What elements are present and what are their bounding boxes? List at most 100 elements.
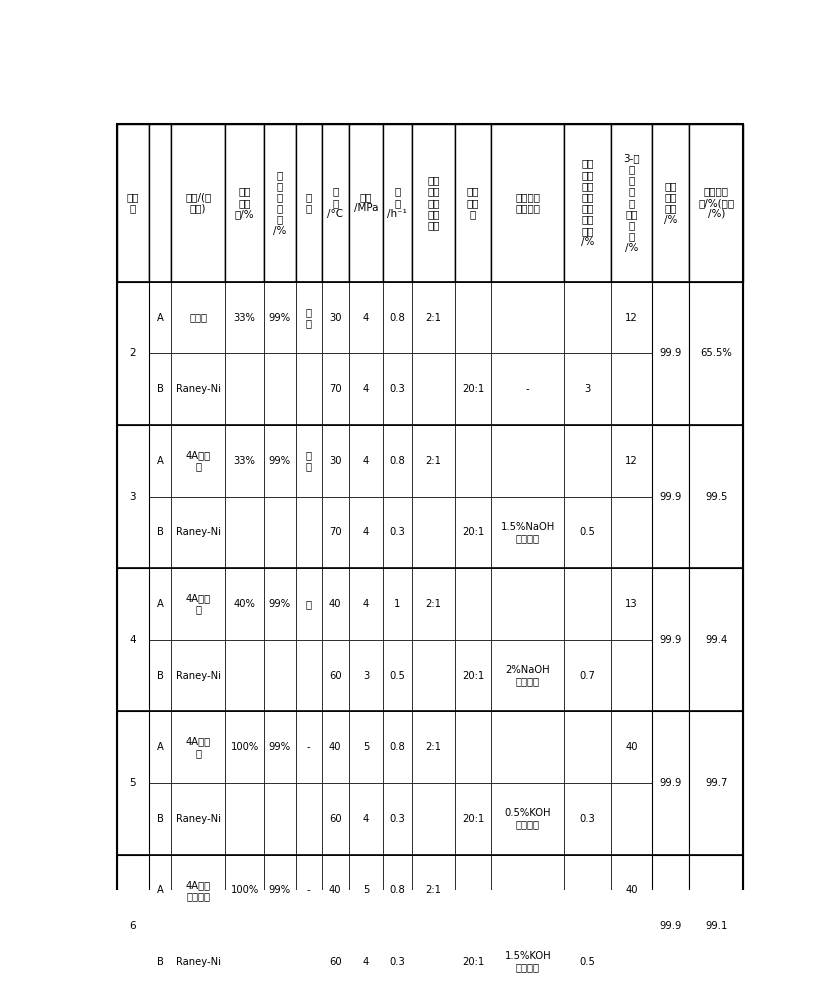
Text: -: - [307,885,310,895]
Text: 1.5%NaOH
乙醇溶液: 1.5%NaOH 乙醇溶液 [501,522,555,543]
Text: 99.7: 99.7 [706,778,727,788]
Bar [149,353,171,425]
Bar [171,783,225,855]
Bar [295,353,322,425]
Bar [412,282,455,353]
Text: 12: 12 [625,456,638,466]
Text: 33%: 33% [234,456,256,466]
Text: 99.5: 99.5 [706,492,727,502]
Bar [611,282,652,353]
Bar [295,282,322,353]
Bar [117,711,149,855]
Text: 20:1: 20:1 [462,671,484,681]
Text: 70: 70 [329,527,341,537]
Bar [295,124,322,282]
Bar [491,497,565,568]
Text: 0.3: 0.3 [389,814,405,824]
Bar [349,425,383,497]
Bar [295,711,322,783]
Bar [264,998,295,1000]
Text: 60: 60 [329,814,341,824]
Bar [117,998,149,1000]
Bar [349,353,383,425]
Bar [264,568,295,640]
Text: 2:1: 2:1 [425,742,441,752]
Bar [264,353,295,425]
Bar [225,353,264,425]
Bar [295,855,322,926]
Bar [322,998,349,1000]
Bar [295,425,322,497]
Bar [455,282,491,353]
Text: 4A分子
筛: 4A分子 筛 [185,737,211,758]
Bar [171,926,225,998]
Bar [565,926,611,998]
Bar [171,497,225,568]
Bar [652,282,690,425]
Bar [322,711,349,783]
Text: 0.8: 0.8 [389,742,405,752]
Bar [611,998,652,1000]
Text: 0.3: 0.3 [389,527,405,537]
Bar [491,282,565,353]
Text: 4: 4 [362,957,369,967]
Bar [611,711,652,783]
Text: 60: 60 [329,671,341,681]
Text: 4: 4 [362,527,369,537]
Bar [412,855,455,926]
Bar [149,855,171,926]
Bar [225,783,264,855]
Bar [225,640,264,711]
Bar [611,640,652,711]
Bar [383,711,412,783]
Text: 40: 40 [625,885,638,895]
Text: 2: 2 [129,348,136,358]
Bar [491,926,565,998]
Text: 4: 4 [362,814,369,824]
Bar [322,568,349,640]
Bar [322,926,349,998]
Text: 压力
/MPa: 压力 /MPa [354,192,378,213]
Bar [349,998,383,1000]
Bar [295,568,322,640]
Text: 4A分子
筛: 4A分子 筛 [185,593,211,615]
Text: 0.3: 0.3 [389,957,405,967]
Bar [383,124,412,282]
Text: 2:1: 2:1 [425,599,441,609]
Text: 5: 5 [362,885,369,895]
Bar [225,124,264,282]
Bar [383,855,412,926]
Text: 4A分子
筛石英砂: 4A分子 筛石英砂 [185,880,211,901]
Bar [491,711,565,783]
Bar [383,353,412,425]
Bar [149,282,171,353]
Bar [225,568,264,640]
Text: 99%: 99% [268,742,291,752]
Bar [412,640,455,711]
Bar [225,425,264,497]
Text: 99%: 99% [268,456,291,466]
Bar [690,124,743,282]
Bar [117,568,149,711]
Bar [295,998,322,1000]
Bar [349,783,383,855]
Bar [117,855,149,998]
Text: 0.5: 0.5 [580,527,596,537]
Text: 70: 70 [329,384,341,394]
Text: 99.9: 99.9 [659,921,682,931]
Text: B: B [157,957,164,967]
Text: 3: 3 [129,492,136,502]
Text: 丙烯
腈转
化率
/%: 丙烯 腈转 化率 /% [664,181,677,225]
Bar [412,926,455,998]
Bar [611,568,652,640]
Bar [264,425,295,497]
Text: Raney-Ni: Raney-Ni [175,814,221,824]
Text: 30: 30 [329,456,341,466]
Bar [690,711,743,855]
Bar [412,783,455,855]
Bar [171,640,225,711]
Bar [690,998,743,1000]
Bar [491,353,565,425]
Text: Raney-Ni: Raney-Ni [175,384,221,394]
Bar [117,282,149,425]
